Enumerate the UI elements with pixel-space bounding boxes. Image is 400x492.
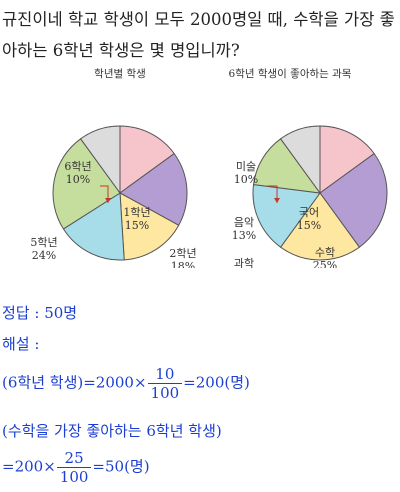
pie-value-label-1-5: 10% xyxy=(234,173,258,186)
formula-line-2: (수학을 가장 좋아하는 6학년 학생) xyxy=(2,422,222,440)
pie-slice-0-1 xyxy=(119,152,188,226)
pie-label-0-5: 6학년 xyxy=(64,160,91,173)
pie-label-1-3: 과학 xyxy=(234,257,254,268)
pie-slice-1-3 xyxy=(252,184,321,248)
callout-arrow-line xyxy=(100,185,109,203)
explanation-heading: 해설 : xyxy=(2,335,40,353)
chart-title-grades: 학년별 학생 xyxy=(94,68,146,80)
pie-slice-1-4 xyxy=(252,138,322,194)
pie-label-0-1: 2학년 xyxy=(169,247,196,260)
pie-slice-0-0 xyxy=(119,125,175,194)
pie-slice-0-2 xyxy=(119,192,180,261)
pie-slice-1-0 xyxy=(319,125,375,194)
callout-arrow-head xyxy=(105,198,111,203)
pie-value-label-0-0: 15% xyxy=(125,219,149,232)
pie-label-0-0: 1학년 xyxy=(123,206,150,219)
pie-value-label-0-4: 24% xyxy=(32,249,56,262)
pie-slice-1-1 xyxy=(319,152,388,248)
fraction-numerator: 10 xyxy=(155,365,175,383)
callout-arrow-line xyxy=(267,185,278,203)
pie-label-0-4: 5학년 xyxy=(30,236,57,249)
pie-slice-0-4 xyxy=(52,138,121,230)
answer-line: 정답 : 50명 xyxy=(2,304,78,322)
pie-slice-1-2 xyxy=(279,192,361,261)
pie-value-label-1-0: 15% xyxy=(297,219,321,232)
formula-line-1: (6학년 학생)=2000× 10 100 =200(명) xyxy=(2,366,250,401)
pie-value-label-1-4: 13% xyxy=(232,229,256,242)
pie-label-1-5: 미술 xyxy=(236,160,256,173)
pie-label-1-4: 음악 xyxy=(234,216,254,229)
callout-arrow-head xyxy=(274,198,280,203)
formula-3-suffix: =50(명) xyxy=(92,457,150,476)
pie-value-label-1-1: 25% xyxy=(313,259,337,268)
pie-slice-0-5 xyxy=(79,125,121,195)
pie-value-label-0-1: 18% xyxy=(171,260,195,268)
formula-3-prefix: =200× xyxy=(2,457,56,476)
question-text: 규진이네 학교 학생이 모두 2000명일 때, 수학을 가장 좋아하는 6학년… xyxy=(2,10,395,60)
formula-1-suffix: =200(명) xyxy=(183,373,250,392)
fraction-denominator: 100 xyxy=(147,383,183,401)
fraction-25-100: 25 100 xyxy=(56,449,92,485)
fraction-10-100: 10 100 xyxy=(147,365,183,401)
pie-slice-0-3 xyxy=(62,192,125,261)
pie-label-1-0: 국어 xyxy=(299,206,319,219)
pie-slice-1-5 xyxy=(279,125,321,195)
fraction-numerator: 25 xyxy=(64,449,84,467)
formula-1-prefix: (6학년 학생)=2000× xyxy=(2,373,147,392)
formula-line-3: =200× 25 100 =50(명) xyxy=(2,450,150,485)
chart-title-subjects: 6학년 학생이 좋아하는 과목 xyxy=(228,68,352,80)
pie-label-1-1: 수학 xyxy=(315,246,335,259)
pie-value-label-0-5: 10% xyxy=(66,173,90,186)
charts-area: 학년별 학생 6학년 학생이 좋아하는 과목 1학년15%2학년18%3학년16… xyxy=(0,68,400,268)
fraction-denominator: 100 xyxy=(56,467,92,485)
